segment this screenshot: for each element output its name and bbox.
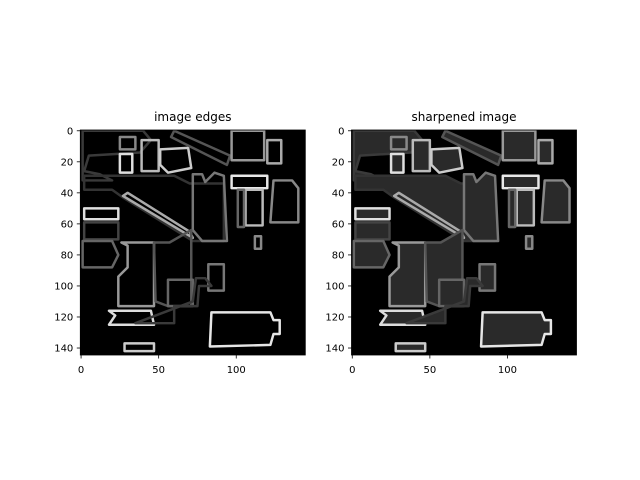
y-tick-label: 40	[61, 188, 74, 199]
y-tick-label: 60	[332, 219, 345, 230]
axes-frame	[79, 129, 306, 356]
y-tick-label: 120	[54, 312, 73, 323]
y-tick-label: 80	[61, 250, 74, 261]
x-tick-label: 0	[78, 365, 84, 376]
y-tick-label: 40	[332, 188, 345, 199]
axes: sharpened image 0 50 100 0 20 40 60 80 100 120 140	[325, 110, 577, 376]
image-background	[80, 130, 306, 355]
y-tick-label: 140	[54, 344, 73, 355]
x-tick-label: 100	[498, 365, 517, 376]
chart-title: image edges	[154, 110, 231, 124]
axes: image edges 0 50 100 0 20 40 60 80 100 120 140	[54, 110, 306, 376]
x-tick-label: 50	[152, 365, 165, 376]
y-tick-label: 60	[61, 219, 74, 230]
y-tick-label: 140	[325, 344, 344, 355]
y-tick-label: 0	[338, 126, 344, 137]
x-tick-label: 50	[423, 365, 436, 376]
y-tick-label: 100	[54, 281, 73, 292]
y-tick-label: 20	[332, 157, 345, 168]
axes-frame	[351, 129, 577, 356]
x-tick-label: 0	[349, 365, 355, 376]
y-tick-label: 80	[332, 250, 345, 261]
y-tick-label: 0	[67, 126, 73, 137]
x-tick-label: 100	[227, 365, 246, 376]
chart-title: sharpened image	[412, 110, 517, 124]
y-tick-label: 100	[325, 281, 344, 292]
y-tick-label: 120	[325, 312, 344, 323]
y-tick-label: 20	[61, 157, 74, 168]
